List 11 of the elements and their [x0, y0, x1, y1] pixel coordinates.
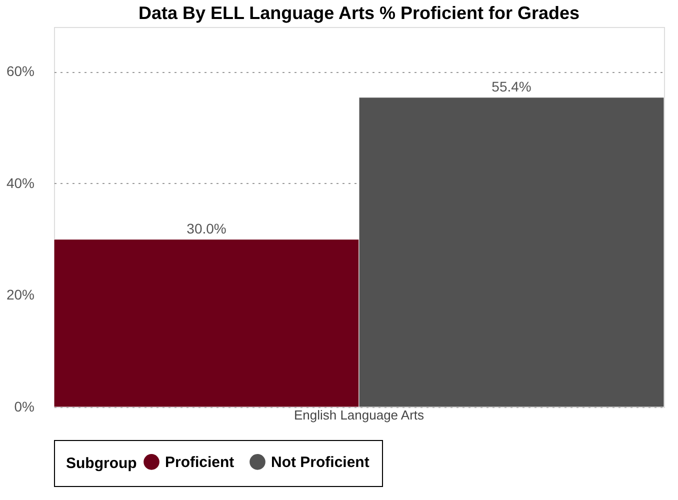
- legend-label: Proficient: [165, 454, 234, 471]
- text: 30.0%: [186, 220, 226, 236]
- chart-title: Data By ELL Language Arts % Proficient for Grades: [138, 3, 580, 23]
- y-tick-label: 0%: [14, 398, 34, 414]
- text: 55.4%: [492, 78, 532, 94]
- x-tick-label: English Language Arts: [294, 408, 425, 422]
- legend-label: Not Proficient: [271, 454, 370, 471]
- y-tick-label: 20%: [6, 286, 34, 303]
- y-tick-label: 60%: [6, 63, 34, 80]
- legend-title: Subgroup: [66, 455, 137, 472]
- y-tick-label: 40%: [6, 174, 34, 191]
